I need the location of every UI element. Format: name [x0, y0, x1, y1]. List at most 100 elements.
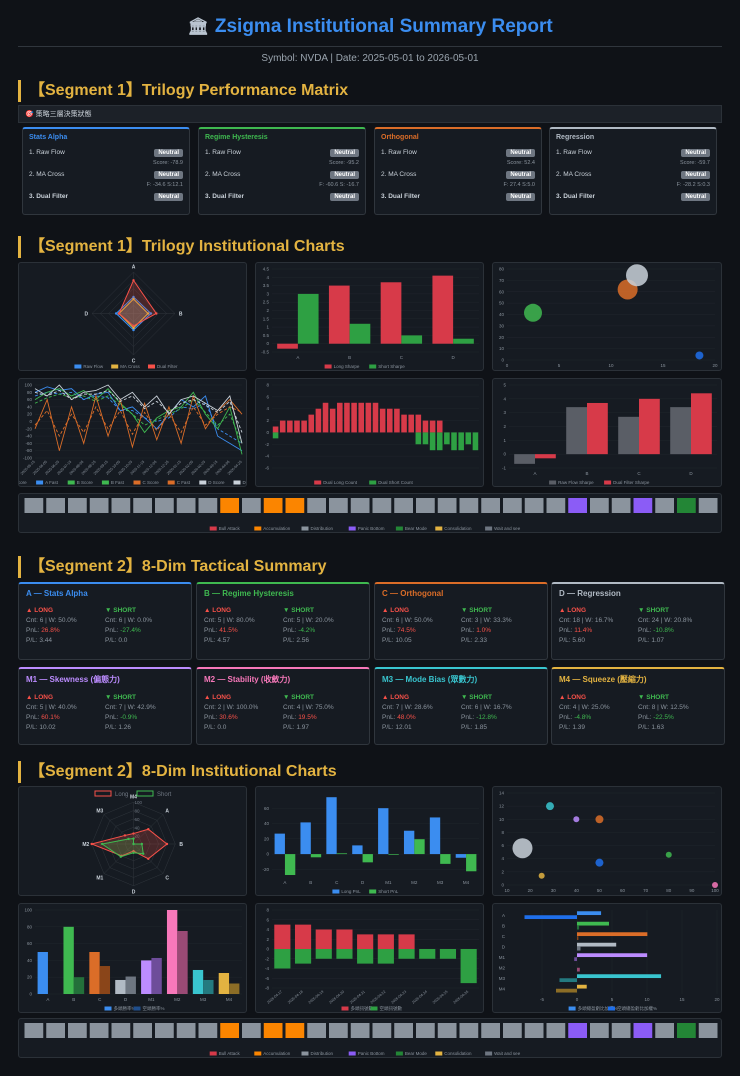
bar: [365, 402, 372, 433]
signal-row: 3. Dual Filter Neutral: [556, 191, 710, 202]
signal-row: 1. Raw Flow Neutral: [29, 147, 183, 158]
legend-swatch: [133, 480, 141, 485]
scatter-point: [545, 802, 554, 811]
short-count: Cnt: 5 | W: 20.0%: [283, 617, 334, 624]
regime-cell: [89, 498, 109, 513]
y-tick-label: 1: [266, 325, 269, 330]
long-profit-factor: P/L: 4.57: [204, 637, 231, 644]
legend-label: Bull Attack: [219, 526, 241, 531]
y-tick-label: M2: [499, 965, 506, 970]
short-column: ▼ SHORT Cnt: 6 | W: 16.7% PnL: -12.8% P/L: …: [461, 693, 540, 733]
long-pnl-row: PnL: 26.8%: [26, 626, 105, 636]
card-title: Stats Alpha: [29, 134, 68, 141]
legend-swatch: [111, 364, 119, 369]
y-tick-label: 50: [499, 301, 505, 306]
bar: [336, 949, 353, 959]
dim-columns: ▲ LONG Cnt: 5 | W: 40.0% PnL: 60.1% P/L: 10…: [26, 693, 184, 733]
long-heading: ▲ LONG: [204, 607, 232, 614]
y-tick-label: 4.5: [263, 267, 270, 272]
status-badge: Neutral: [681, 170, 710, 179]
regime-cell: [329, 1023, 348, 1038]
legend-label: 空頭總盈虧比加權%: [617, 1005, 657, 1012]
long-pnl-row: PnL: 41.5%: [204, 626, 283, 636]
regime-cell: [437, 498, 457, 513]
signal-label: 3. Dual Filter: [205, 193, 245, 200]
y-tick-label: C: [502, 934, 506, 939]
long-profit-factor: P/L: 1.39: [559, 724, 586, 731]
y-tick-label: 4: [266, 275, 269, 280]
legend-label: A Score: [19, 480, 27, 485]
bar: [401, 335, 423, 344]
bar: [587, 402, 608, 455]
regime-cell: [220, 498, 239, 513]
legend-swatch: [485, 1051, 493, 1056]
x-tick-label: C: [637, 471, 641, 476]
bar: [177, 931, 188, 994]
bar: [451, 432, 457, 451]
y-tick-label: 5: [503, 383, 506, 388]
short-profit-factor: P/L: 1.97: [283, 724, 310, 731]
bar: [279, 420, 286, 433]
legend-label: 多頭勝率%: [114, 1005, 136, 1012]
bar: [115, 979, 126, 994]
long-pnl-value: -4.8%: [574, 714, 592, 721]
bar: [229, 983, 240, 994]
chart-trilogy-scatter: 0 10 20 30 40 50 60 70 80 0 5 10 15 20: [492, 262, 722, 371]
legend-swatch: [148, 364, 155, 369]
y-tick-label: 80: [499, 267, 505, 272]
regime-cell: [111, 498, 131, 513]
y-tick-label: -20: [262, 867, 269, 872]
bar: [566, 407, 587, 455]
legend-swatch: [332, 889, 340, 894]
legend-swatch: [568, 1006, 576, 1011]
bar: [336, 929, 353, 949]
regime-cell: [416, 1023, 435, 1038]
x-tick-label: A: [533, 471, 536, 476]
chart-sharpe-compare: -0.5 0 0.5 1 1.5 2 2.5 3 3.5 4 4.5 A B C D Long Sharpe S…: [255, 262, 484, 371]
dim-card-title: M2 — Stability (收斂力): [204, 675, 291, 684]
status-badge: Neutral: [506, 192, 535, 201]
legend-swatch: [348, 526, 356, 531]
bar: [466, 854, 477, 872]
radar-axis-label: M4: [130, 794, 137, 800]
long-heading: ▲ LONG: [559, 694, 587, 701]
bar: [272, 426, 279, 433]
regime-cell: [611, 498, 631, 513]
short-pnl-value: -12.8%: [476, 714, 497, 721]
legend-swatch: [167, 480, 175, 485]
legend-label: 多頭訊號數: [351, 1005, 374, 1012]
status-badge: Neutral: [681, 192, 710, 201]
bar: [444, 432, 450, 445]
regime-cell: [394, 498, 413, 513]
radar-point: [114, 312, 118, 315]
bar: [408, 414, 414, 433]
short-heading: ▼ SHORT: [638, 607, 669, 614]
status-badge: Neutral: [154, 170, 183, 179]
legend-label: Wait and see: [494, 526, 521, 531]
scatter-point: [524, 303, 542, 322]
regime-cell: [524, 1023, 544, 1038]
legend-label: Short Sharpe: [378, 364, 405, 369]
bar: [351, 402, 357, 433]
scatter-point: [595, 858, 604, 867]
bar: [403, 830, 415, 855]
decision-strip: 🎯 策略三層決策狀態: [18, 105, 722, 123]
regime-cell: [698, 1023, 718, 1038]
legend-swatch: [133, 1006, 141, 1011]
pnl-label: PnL:: [26, 714, 42, 721]
x-tick-label: 70: [643, 888, 649, 893]
signal-row: 3. Dual Filter Neutral: [381, 191, 535, 202]
chart-dim-winrate: 0 20 40 60 80 100 A B C D M1 M2 M3 M4 多頭勝率% 空頭勝率%: [18, 903, 247, 1013]
legend-swatch: [94, 790, 112, 797]
bar: [287, 420, 293, 433]
bar: [125, 976, 136, 994]
pnl-label: PnL:: [461, 714, 477, 721]
y-tick-label: 2.5: [263, 300, 270, 305]
bar: [394, 408, 400, 433]
y-tick-label: 4: [501, 856, 504, 861]
bank-icon: 🏛: [187, 17, 209, 36]
legend-swatch: [36, 480, 44, 485]
radar-axis-label: M1: [96, 876, 103, 882]
x-tick-label: 2026-04-19: [308, 990, 325, 1005]
signal-detail: Score: -59.7: [680, 160, 710, 166]
